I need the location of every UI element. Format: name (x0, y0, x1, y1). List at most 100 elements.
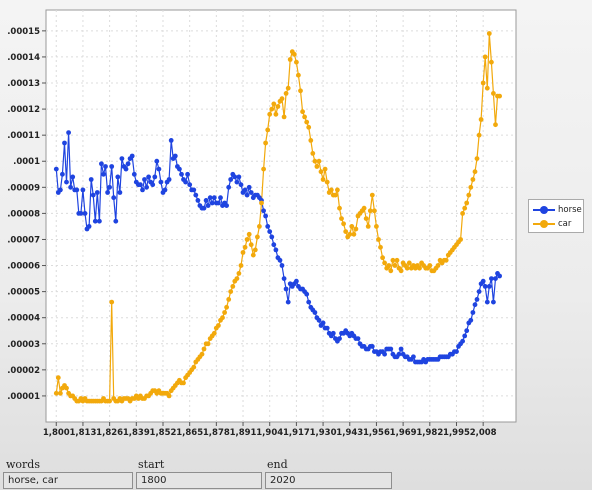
point-horse (330, 330, 336, 336)
axis-ticks: .00001 .00002 .00003 .00004 .00005 .00006 .000… (7, 27, 497, 438)
point-horse (70, 174, 76, 180)
point-car (310, 151, 316, 156)
point-car (398, 268, 404, 274)
point-horse (484, 299, 490, 305)
point-horse (312, 310, 318, 315)
end-input[interactable]: 2020 (265, 472, 392, 489)
point-car (458, 237, 463, 242)
point-car (386, 263, 392, 268)
point-car (211, 330, 217, 336)
legend-item-horse: horse (533, 204, 582, 216)
start-label: start (138, 458, 165, 471)
point-horse (138, 182, 143, 188)
point-horse (238, 182, 244, 188)
point-car (226, 297, 232, 302)
start-input[interactable]: 1800 (136, 472, 262, 489)
point-car (486, 31, 492, 36)
point-horse (131, 171, 137, 177)
point-car (291, 51, 297, 57)
y-tick-label: .00015 (7, 27, 40, 37)
point-car (435, 263, 441, 268)
x-tick-label: 1,839 (123, 428, 150, 438)
point-horse (142, 177, 147, 182)
point-car (234, 276, 240, 281)
words-input[interactable]: horse, car (3, 472, 133, 489)
point-car (339, 216, 344, 222)
point-car (250, 252, 256, 258)
point-car (298, 88, 303, 94)
y-tick-label: .0001 (13, 157, 40, 167)
point-horse (140, 187, 145, 193)
point-horse (80, 187, 86, 193)
point-car (285, 85, 291, 91)
point-horse (58, 187, 63, 193)
chart-frame (45, 9, 517, 423)
point-horse (86, 224, 92, 229)
point-car (361, 205, 367, 211)
point-car (489, 59, 494, 65)
point-horse (226, 184, 232, 190)
point-horse (168, 138, 174, 143)
point-car (464, 200, 470, 206)
point-car (388, 268, 394, 274)
point-car (427, 263, 433, 268)
point-car (283, 91, 289, 96)
point-car (343, 229, 349, 235)
point-horse (236, 174, 242, 180)
point-horse (209, 200, 215, 206)
x-tick-label: 1,969 (390, 428, 417, 438)
point-horse (489, 276, 494, 281)
point-car (244, 237, 250, 242)
point-car (320, 177, 326, 182)
point-horse (183, 179, 189, 185)
point-car (322, 166, 328, 172)
point-car (263, 140, 268, 146)
point-horse (193, 192, 199, 198)
point-car (294, 59, 299, 65)
point-car (404, 265, 410, 271)
point-car (271, 101, 277, 107)
point-horse (94, 190, 100, 195)
y-tick-label: .00007 (7, 235, 40, 245)
point-car (109, 299, 115, 305)
point-horse (324, 325, 330, 331)
point-car (497, 93, 502, 99)
x-tick-label: 1,878 (203, 428, 230, 438)
point-horse (177, 166, 182, 172)
query-controls: words horse, car start 1800 end 2020 (0, 456, 592, 490)
point-horse (472, 302, 478, 308)
grid-lines (46, 10, 516, 422)
point-horse (53, 166, 59, 172)
point-horse (78, 211, 84, 216)
point-horse (316, 317, 322, 323)
x-tick-label: 1,930 (310, 428, 337, 438)
point-car (468, 184, 474, 190)
point-horse (205, 203, 211, 209)
point-car (201, 346, 207, 352)
point-horse (454, 349, 459, 354)
y-tick-label: .00008 (7, 209, 40, 219)
point-horse (191, 187, 197, 193)
point-car (230, 284, 236, 289)
y-tick-label: .00011 (7, 131, 40, 141)
point-car (476, 132, 482, 138)
x-tick-label: 2,008 (470, 428, 497, 438)
point-car (480, 80, 486, 86)
point-horse (123, 166, 129, 172)
point-horse (273, 247, 279, 253)
point-car (255, 234, 260, 240)
point-car (341, 221, 346, 227)
point-car (472, 169, 478, 175)
x-tick-label: 1,800 (43, 428, 70, 438)
end-label: end (267, 458, 288, 471)
point-car (337, 205, 342, 211)
point-horse (294, 278, 299, 284)
point-car (460, 211, 465, 216)
point-horse (486, 284, 492, 289)
point-car (484, 85, 490, 91)
point-horse (146, 174, 152, 180)
line-chart: .00001 .00002 .00003 .00004 .00005 .00006 .000… (7, 9, 517, 438)
point-car (351, 231, 357, 237)
point-horse (207, 195, 213, 201)
point-horse (398, 346, 404, 352)
